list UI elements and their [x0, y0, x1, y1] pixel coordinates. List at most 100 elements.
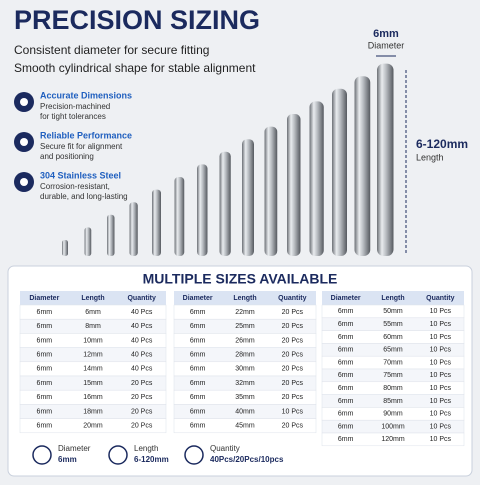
table-cell: 120mm — [381, 436, 405, 443]
feature-description: Precision-machined — [40, 102, 110, 111]
table-cell: 6mm — [338, 321, 354, 328]
footer-icon — [184, 445, 204, 465]
table-cell: 70mm — [383, 359, 403, 366]
length-dimension: 6-120mm Length — [405, 70, 468, 254]
pin — [242, 139, 254, 256]
table-cell: 6mm — [85, 309, 101, 316]
table-cell: 10 Pcs — [430, 308, 452, 315]
column-header: Length — [381, 295, 404, 302]
footer-label: Length — [134, 444, 158, 453]
table-cell: 80mm — [383, 385, 403, 392]
subtitle: Smooth cylindrical shape for stable alig… — [14, 61, 256, 75]
table-cell: 6mm — [338, 385, 354, 392]
table-cell: 6mm — [37, 309, 53, 316]
table-cell: 6mm — [190, 323, 206, 330]
pin — [174, 177, 185, 256]
table-cell: 20 Pcs — [131, 408, 153, 415]
table-cell: 20 Pcs — [282, 323, 304, 330]
table-cell: 10 Pcs — [430, 411, 452, 418]
pin — [354, 76, 371, 256]
feature-description: and positioning — [40, 152, 94, 161]
table-cell: 6mm — [338, 436, 354, 443]
feature-title: 304 Stainless Steel — [40, 170, 121, 180]
column-header: Diameter — [331, 295, 361, 302]
table-cell: 6mm — [190, 309, 206, 316]
features: Accurate Dimensions Precision-machinedfor… — [14, 90, 132, 201]
table-cell: 75mm — [383, 372, 403, 379]
table-cell: 40 Pcs — [131, 309, 153, 316]
table-cell: 35mm — [235, 394, 255, 401]
dimension-value: 6mm — [373, 28, 399, 40]
footer-icon — [32, 445, 52, 465]
feature-title: Accurate Dimensions — [40, 90, 132, 100]
column-header: Diameter — [183, 295, 213, 302]
table-cell: 10 Pcs — [430, 398, 452, 405]
pin — [62, 240, 68, 256]
table-cell: 8mm — [85, 323, 101, 330]
table-cell: 90mm — [383, 411, 403, 418]
table-cell: 40 Pcs — [131, 323, 153, 330]
table-cell: 6mm — [37, 337, 53, 344]
table-header — [322, 291, 464, 305]
table-cell: 20mm — [83, 423, 103, 430]
table-cell: 40 Pcs — [131, 352, 153, 359]
table-cell: 40 Pcs — [131, 366, 153, 373]
table-cell: 10 Pcs — [430, 347, 452, 354]
feature-description: Corrosion-resistant, — [40, 182, 110, 191]
table-cell: 6mm — [190, 366, 206, 373]
pin — [264, 126, 278, 256]
table-cell: 6mm — [37, 380, 53, 387]
table-cell: 10 Pcs — [282, 408, 304, 415]
table-cell: 18mm — [83, 408, 103, 415]
table-cell: 10 Pcs — [430, 423, 452, 430]
table-row — [173, 418, 317, 434]
pin — [84, 227, 92, 256]
footer-label: Diameter — [58, 444, 91, 453]
title: PRECISION SIZING — [14, 5, 260, 35]
table-cell: 50mm — [383, 308, 403, 315]
table-cell: 6mm — [190, 408, 206, 415]
table-cell: 22mm — [235, 309, 255, 316]
feature-icon-inner — [20, 138, 28, 146]
feature-icon-inner — [20, 98, 28, 106]
table-cell: 32mm — [235, 380, 255, 387]
table-cell: 15mm — [83, 380, 103, 387]
pin — [197, 164, 208, 256]
table-cell: 6mm — [37, 366, 53, 373]
table-cell: 20 Pcs — [131, 394, 153, 401]
table-cell: 10 Pcs — [430, 372, 452, 379]
dimension-label: Diameter — [368, 40, 405, 50]
table-cell: 40 Pcs — [131, 337, 153, 344]
table-cell: 45mm — [235, 423, 255, 430]
table-cell: 20 Pcs — [282, 337, 304, 344]
footer: Diameter 6mm Length 6-120mm Quantity 40Pcs/20… — [32, 444, 284, 465]
table-header — [20, 291, 166, 305]
table-cell: 6mm — [190, 380, 206, 387]
pin — [152, 189, 161, 256]
table-cell: 26mm — [235, 337, 255, 344]
pin — [129, 202, 138, 256]
table-cell: 6mm — [338, 398, 354, 405]
column-header: Length — [233, 295, 256, 302]
table-cell: 20 Pcs — [282, 309, 304, 316]
table-cell: 20 Pcs — [131, 423, 153, 430]
table-cell: 6mm — [190, 423, 206, 430]
table-cell: 65mm — [383, 347, 403, 354]
pin — [377, 63, 394, 256]
table-cell: 10 Pcs — [430, 334, 452, 341]
column-header: Diameter — [29, 295, 59, 302]
table-cell: 6mm — [37, 394, 53, 401]
table-cell: 6mm — [190, 337, 206, 344]
dimension-label: Length — [416, 152, 444, 162]
table-cell: 20 Pcs — [282, 423, 304, 430]
table-cell: 6mm — [190, 394, 206, 401]
pins — [62, 63, 394, 257]
footer-icon — [108, 445, 128, 465]
table-header — [174, 291, 316, 305]
diameter-dimension: 6mm Diameter — [368, 28, 405, 57]
table-cell: 6mm — [37, 408, 53, 415]
feature-description: Secure fit for alignment — [40, 142, 123, 151]
feature-description: for tight tolerances — [40, 112, 106, 121]
table-cell: 6mm — [338, 423, 354, 430]
table-cell: 6mm — [338, 359, 354, 366]
